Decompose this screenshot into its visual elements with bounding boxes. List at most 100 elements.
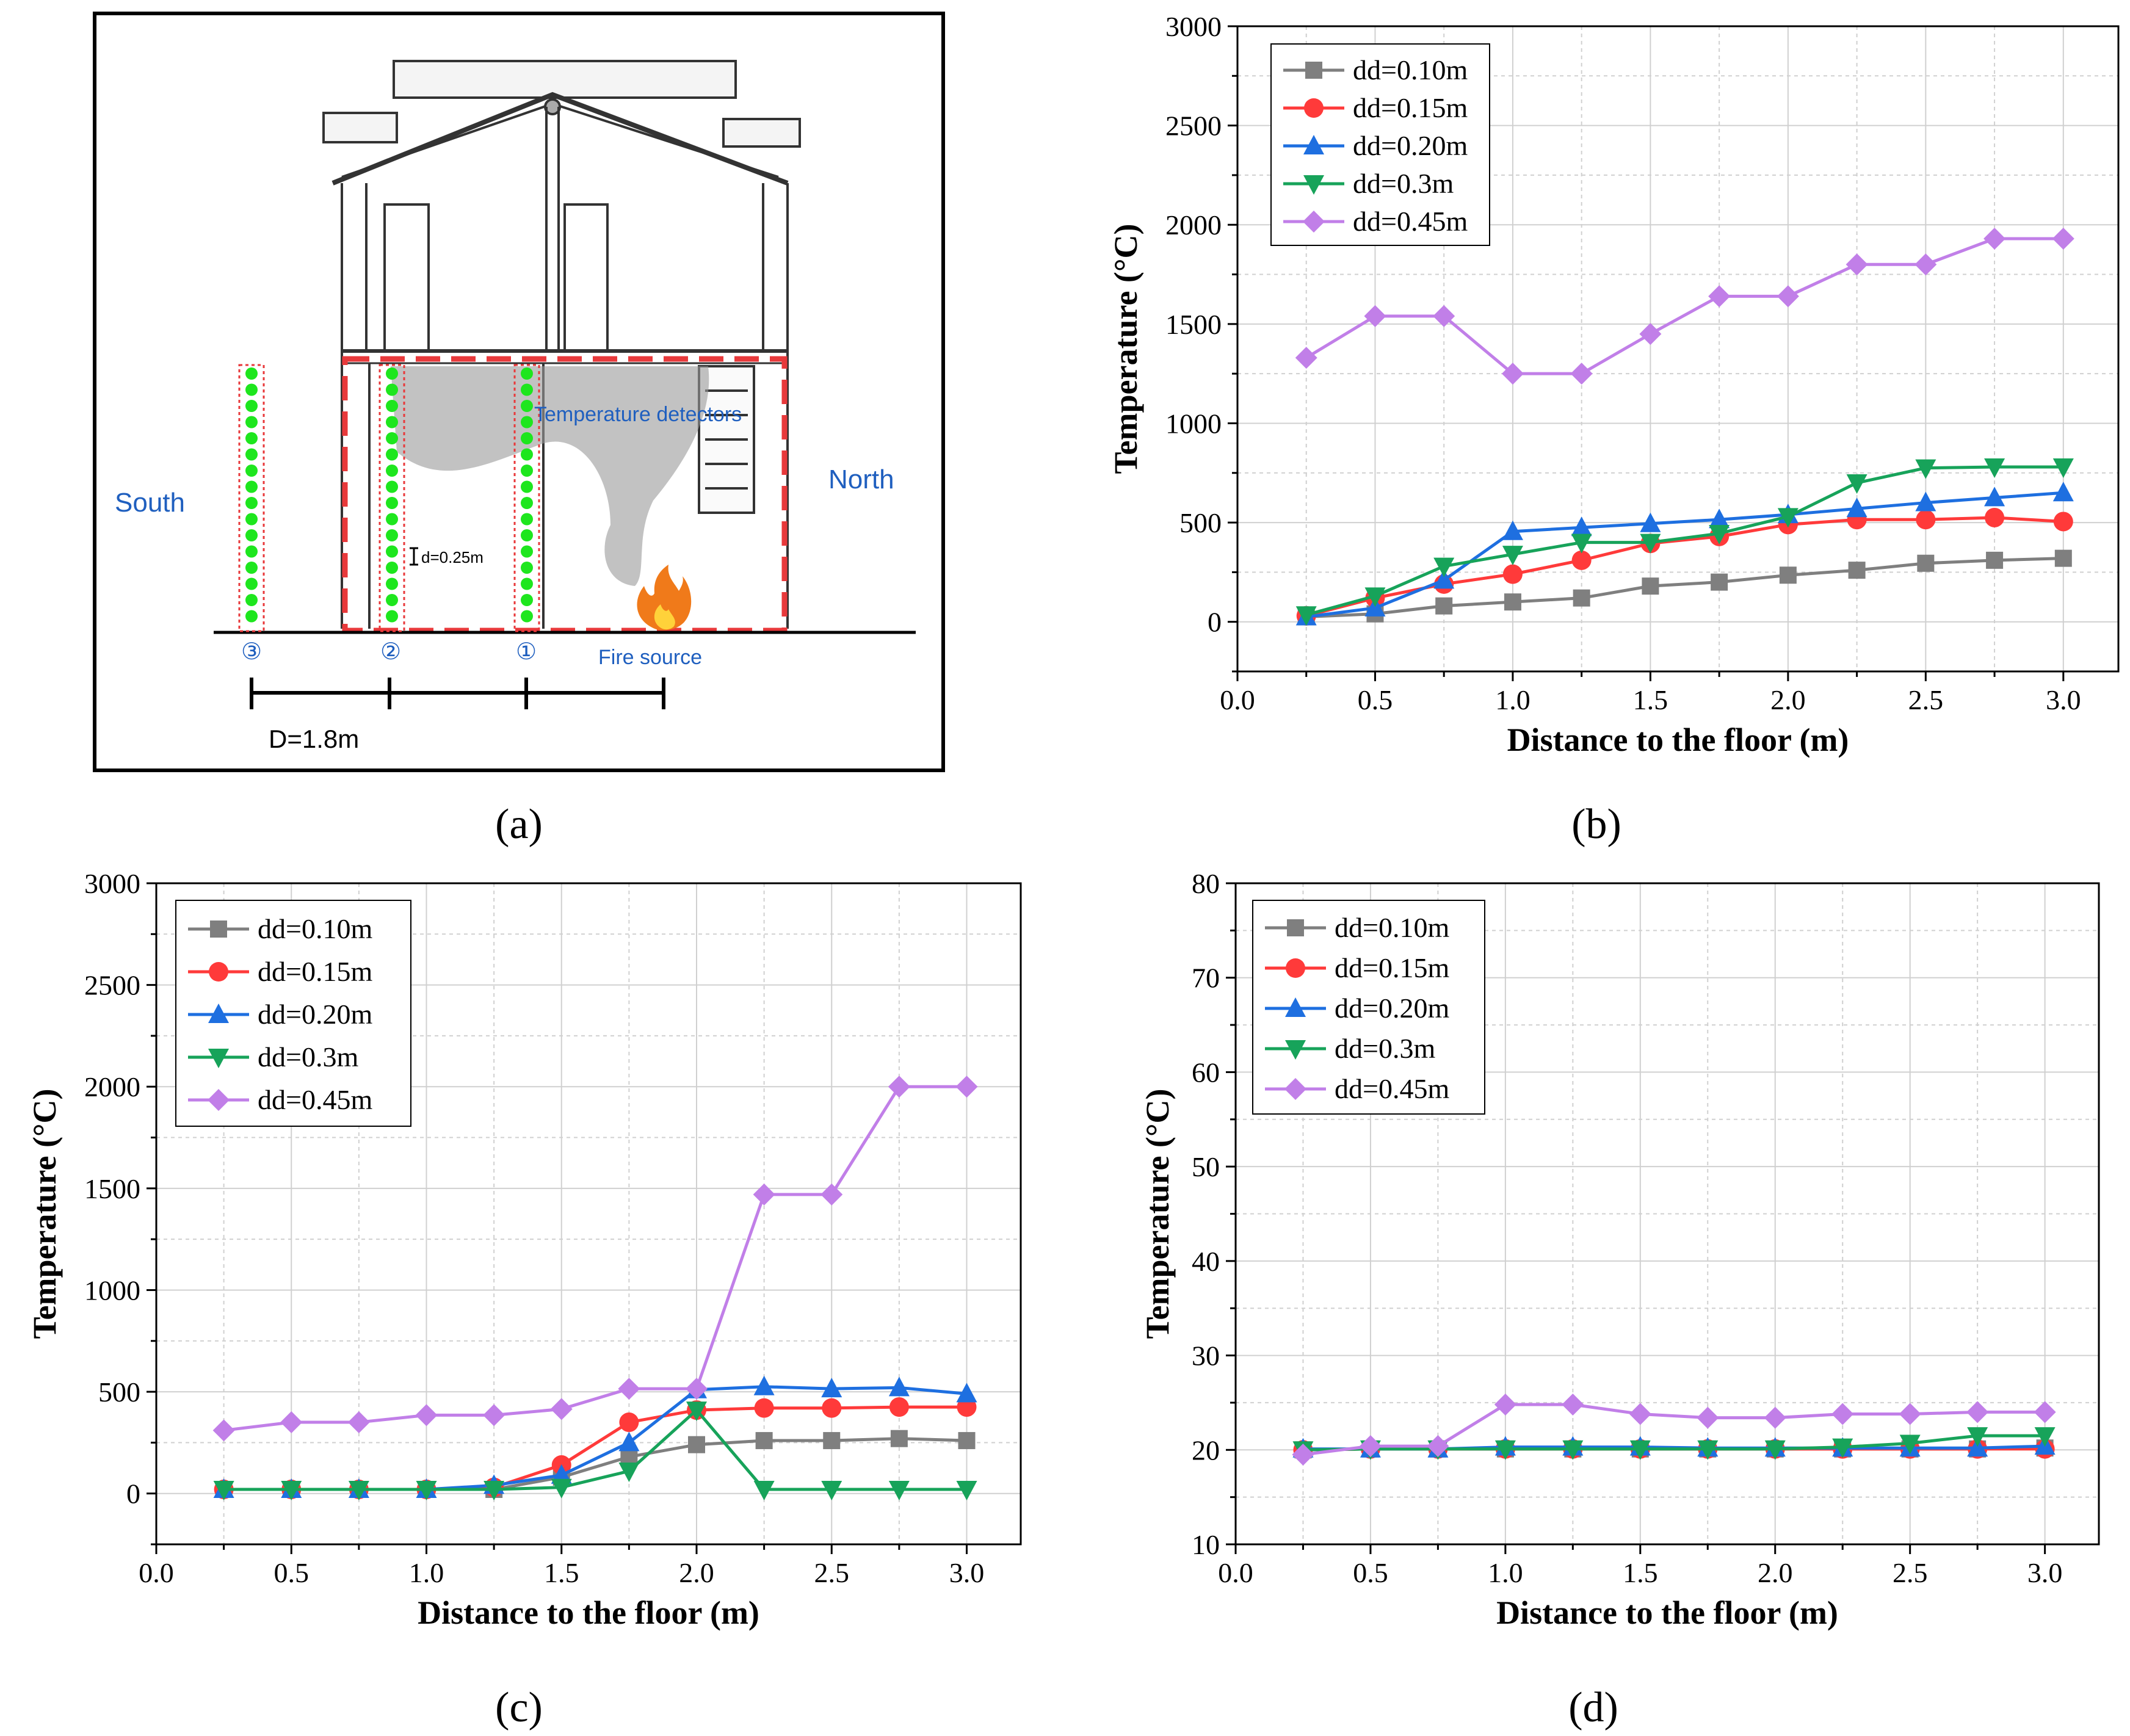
data-point-dd=0.45m	[1433, 305, 1455, 327]
data-point-dd=0.3m	[2034, 1427, 2056, 1447]
detector-3-dot	[245, 480, 258, 493]
data-point-dd=0.15m	[1916, 510, 1936, 530]
x-tick-label: 3.0	[2046, 684, 2081, 715]
data-point-dd=0.3m	[686, 1401, 707, 1422]
detector-2-dot	[386, 529, 398, 541]
detector-column-1-frame	[513, 364, 540, 632]
y-tick-label: 20	[1192, 1434, 1220, 1466]
legend-marker	[1304, 98, 1324, 118]
data-point-dd=0.20m	[1709, 508, 1730, 529]
data-point-dd=0.3m	[1562, 1440, 1584, 1460]
detector-3-dot	[245, 416, 258, 429]
detector-2-dot	[386, 610, 398, 623]
data-point-dd=0.3m	[1984, 458, 2005, 479]
x-tick-label: 1.0	[1488, 1557, 1523, 1588]
detector-3-dot	[245, 513, 258, 526]
legend-label: dd=0.15m	[258, 956, 372, 987]
legend-label: dd=0.20m	[258, 999, 372, 1030]
data-point-dd=0.15m	[754, 1398, 774, 1418]
fire-icon	[637, 565, 692, 631]
legend-label: dd=0.10m	[1335, 912, 1449, 943]
detector-column-3-frame	[238, 364, 265, 632]
data-point-dd=0.45m	[753, 1183, 775, 1206]
data-point-dd=0.3m	[1502, 546, 1523, 566]
detector-3-dot	[245, 432, 258, 444]
series-line-dd=0.3m	[1306, 465, 2063, 617]
data-point-dd=0.10m	[1642, 577, 1659, 595]
detector-3-dot	[245, 383, 258, 396]
data-point-dd=0.20m	[1846, 497, 1867, 518]
detector-1-dot	[521, 465, 533, 477]
x-tick-label: 2.0	[1770, 684, 1806, 715]
series-line-dd=0.20m	[1306, 491, 2063, 619]
detector-1-dot	[521, 367, 533, 380]
legend: dd=0.10m dd=0.15m dd=0.20m dd=0.3m dd=0.45m	[175, 900, 411, 1127]
legend-marker	[1287, 919, 1304, 936]
y-tick-label: 0	[1208, 607, 1222, 638]
data-point-dd=0.45m	[618, 1378, 640, 1400]
y-tick-label: 40	[1192, 1246, 1220, 1277]
data-point-dd=0.3m	[1697, 1440, 1719, 1460]
temperature-detectors	[245, 367, 533, 623]
detector-1-dot	[521, 448, 533, 461]
data-point-dd=0.3m	[1640, 533, 1661, 554]
series-line-dd=0.10m	[223, 1437, 967, 1491]
legend-marker	[208, 1089, 230, 1111]
detector-2-dot	[386, 416, 398, 429]
data-point-dd=0.45m	[888, 1076, 910, 1098]
data-point-dd=0.3m	[416, 1481, 437, 1501]
data-point-dd=0.45m	[1764, 1406, 1786, 1429]
legend-marker	[1305, 62, 1322, 79]
x-tick-label: 0.0	[1218, 1557, 1253, 1588]
legend-label: dd=0.15m	[1353, 92, 1468, 123]
data-point-dd=0.3m	[213, 1481, 234, 1501]
data-point-dd=0.10m	[1779, 566, 1797, 584]
legend-label: dd=0.10m	[258, 913, 372, 944]
x-axis-title: Distance to the floor (m)	[1496, 1594, 1838, 1631]
detector-column-2-frame	[379, 364, 405, 632]
data-point-dd=0.10m	[688, 1436, 705, 1453]
y-tick-label: 0	[126, 1478, 140, 1510]
data-point-dd=0.15m	[619, 1412, 639, 1433]
detector-3-dot	[245, 497, 258, 509]
data-point-dd=0.20m	[956, 1383, 977, 1403]
data-point-dd=0.45m	[550, 1398, 573, 1420]
data-point-dd=0.20m	[2052, 482, 2074, 502]
detector-2-dot	[386, 562, 398, 574]
legend-marker	[1284, 1078, 1306, 1100]
data-point-dd=0.20m	[1571, 516, 1592, 537]
data-point-dd=0.15m	[1502, 564, 1523, 584]
data-point-dd=0.15m	[1985, 507, 2005, 527]
data-point-dd=0.45m	[1966, 1401, 1989, 1423]
y-tick-label: 2000	[84, 1071, 140, 1102]
data-point-dd=0.45m	[280, 1411, 303, 1434]
building-drawing	[322, 60, 801, 629]
data-point-dd=0.45m	[1777, 285, 1799, 308]
data-point-dd=0.20m	[1967, 1437, 1988, 1457]
detector-1-dot	[521, 480, 533, 493]
data-point-dd=0.10m	[755, 1432, 773, 1450]
legend-marker	[210, 920, 227, 938]
legend-marker	[1303, 135, 1324, 154]
data-point-dd=0.20m	[888, 1376, 910, 1397]
data-point-dd=0.15m	[889, 1397, 909, 1417]
y-tick-label: 3000	[84, 868, 140, 899]
data-point-dd=0.45m	[483, 1404, 505, 1427]
data-point-dd=0.3m	[888, 1481, 910, 1501]
y-tick-label: 500	[98, 1376, 140, 1408]
y-tick-label: 1500	[84, 1173, 140, 1204]
x-tick-label: 1.0	[409, 1557, 444, 1588]
data-point-dd=0.45m	[2052, 227, 2074, 250]
legend: dd=0.10m dd=0.15m dd=0.20m dd=0.3m dd=0.45m	[1252, 900, 1485, 1115]
data-point-dd=0.15m	[2053, 512, 2073, 532]
x-axis-title: Distance to the floor (m)	[1507, 722, 1849, 758]
data-point-dd=0.45m	[1846, 253, 1868, 276]
series-line-dd=0.15m	[223, 1405, 967, 1491]
spacing-marker	[410, 547, 418, 566]
data-point-dd=0.10m	[1848, 562, 1866, 579]
series-line-dd=0.10m	[1306, 557, 2063, 619]
legend-label: dd=0.3m	[1335, 1033, 1435, 1064]
data-point-dd=0.10m	[2054, 549, 2072, 567]
x-tick-label: 2.0	[679, 1557, 714, 1588]
data-point-dd=0.45m	[1639, 323, 1662, 345]
